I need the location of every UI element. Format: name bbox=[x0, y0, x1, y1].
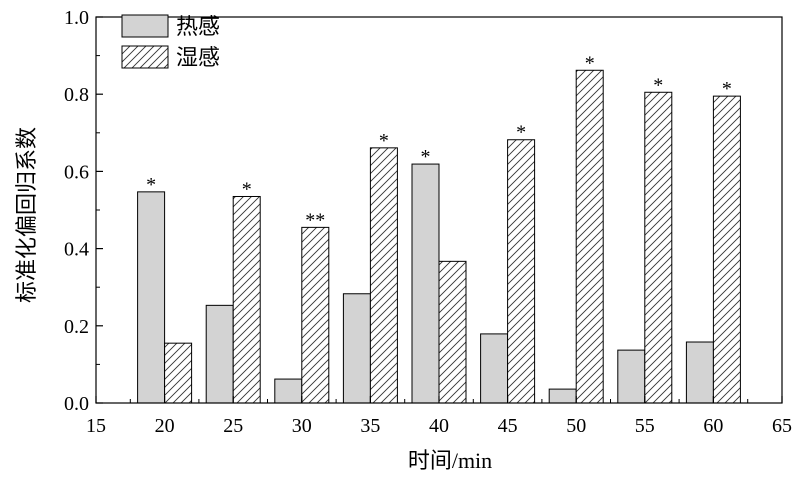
bar-humidity-50 bbox=[575, 69, 604, 404]
x-tick-label: 30 bbox=[292, 415, 312, 437]
y-axis-label: 标准化偏回归系数 bbox=[14, 127, 39, 303]
legend-swatch-humidity bbox=[121, 45, 169, 69]
bar-humidity-20 bbox=[164, 342, 193, 404]
bar-heat-20 bbox=[137, 191, 166, 404]
y-tick-label: 0.0 bbox=[64, 393, 89, 415]
x-tick-label: 55 bbox=[635, 415, 655, 437]
bar-heat-25 bbox=[205, 304, 234, 404]
bar-heat-55 bbox=[617, 349, 646, 404]
y-tick-label: 0.6 bbox=[64, 161, 89, 183]
bar-heat-35 bbox=[342, 293, 371, 404]
bar-heat-60 bbox=[685, 341, 714, 404]
y-tick-label: 0.8 bbox=[64, 84, 89, 106]
bar-humidity-25 bbox=[232, 195, 261, 404]
bar-humidity-30 bbox=[301, 226, 330, 404]
significance-mark: * bbox=[242, 178, 252, 200]
legend-label-humidity: 湿感 bbox=[176, 45, 220, 70]
y-tick-label: 0.2 bbox=[64, 316, 89, 338]
x-tick-label: 20 bbox=[155, 415, 175, 437]
x-axis: 15 20 25 30 35 40 45 50 55 60 65 bbox=[86, 396, 792, 437]
significance-mark: * bbox=[379, 130, 389, 152]
bar-humidity-60 bbox=[712, 95, 741, 404]
x-tick-label: 50 bbox=[566, 415, 586, 437]
bar-humidity-45 bbox=[507, 139, 536, 404]
x-tick-label: 40 bbox=[429, 415, 449, 437]
x-axis-label: 时间/min bbox=[408, 448, 492, 473]
bar-humidity-40 bbox=[438, 260, 467, 404]
legend: 热感 湿感 bbox=[121, 14, 220, 70]
bar-heat-45 bbox=[480, 333, 509, 404]
y-tick-label: 1.0 bbox=[64, 7, 89, 29]
x-tick-label: 15 bbox=[86, 415, 106, 437]
legend-swatch-heat bbox=[121, 14, 169, 38]
legend-label-heat: 热感 bbox=[176, 14, 220, 39]
bar-humidity-35 bbox=[369, 147, 398, 404]
x-tick-label: 45 bbox=[498, 415, 518, 437]
bar-humidity-55 bbox=[644, 91, 673, 404]
x-tick-label: 65 bbox=[772, 415, 792, 437]
significance-mark: * bbox=[585, 52, 595, 74]
significance-mark: * bbox=[516, 122, 526, 144]
significance-mark: * bbox=[146, 174, 156, 196]
x-tick-label: 25 bbox=[223, 415, 243, 437]
significance-mark: * bbox=[722, 78, 732, 100]
bar-heat-50 bbox=[548, 388, 577, 404]
x-tick-label: 60 bbox=[703, 415, 723, 437]
bar-heat-40 bbox=[411, 163, 440, 404]
y-axis: 0.0 0.2 0.4 0.6 0.8 1.0 bbox=[64, 7, 103, 415]
y-tick-label: 0.4 bbox=[64, 239, 89, 261]
significance-mark: * bbox=[421, 146, 431, 168]
x-tick-label: 35 bbox=[360, 415, 380, 437]
plot-area: * ******** * bbox=[137, 52, 741, 404]
significance-mark: ** bbox=[305, 209, 325, 231]
bar-heat-30 bbox=[274, 378, 303, 404]
significance-mark: * bbox=[653, 74, 663, 96]
